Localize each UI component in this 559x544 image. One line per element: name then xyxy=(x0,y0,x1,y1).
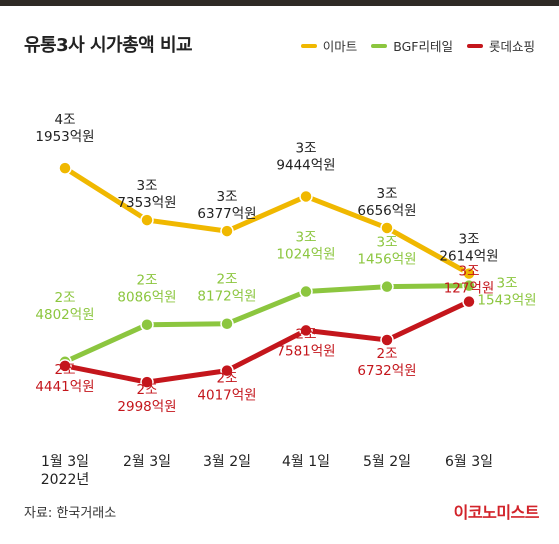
data-point-bgf-3 xyxy=(220,316,234,331)
data-point-lotte-2 xyxy=(140,375,154,389)
source-note: 자료: 한국거래소 xyxy=(24,506,117,521)
chart-title: 유통3사 시가총액 비교 xyxy=(24,35,193,56)
x-tick-label-5: 5월 2일 xyxy=(363,454,411,470)
data-label-bgf-5-eok: 1456억원 xyxy=(357,252,416,268)
data-label-lotte-1-eok: 4441억원 xyxy=(35,379,94,395)
x-tick-label-6: 6월 3일 xyxy=(445,454,493,470)
legend-label-emart: 이마트 xyxy=(322,39,358,54)
data-point-lotte-3 xyxy=(220,363,234,378)
data-label-lotte-6-eok: 127억원 xyxy=(444,281,495,297)
x-tick-label-1: 1월 3일 xyxy=(41,454,89,470)
data-point-bgf-4 xyxy=(299,284,313,299)
data-label-emart-2-eok: 7353억원 xyxy=(117,195,176,211)
data-label-lotte-4-jo: 2조 xyxy=(295,326,316,342)
legend-swatch-emart xyxy=(300,43,317,48)
brand-logo: 이코노미스트 xyxy=(453,503,540,522)
data-point-lotte-1 xyxy=(58,359,72,373)
data-point-emart-1 xyxy=(58,161,72,175)
data-label-lotte-6-jo: 3조 xyxy=(458,264,479,280)
data-label-bgf-3-eok: 8172억원 xyxy=(197,289,256,305)
data-label-lotte-5-jo: 2조 xyxy=(376,346,397,362)
data-label-lotte-3-jo: 2조 xyxy=(216,371,237,387)
data-label-emart-4-eok: 9444억원 xyxy=(276,157,335,173)
data-label-emart-5-jo: 3조 xyxy=(376,186,397,202)
legend-item-emart: 이마트 xyxy=(300,36,358,55)
data-point-bgf-5 xyxy=(380,279,394,294)
data-point-bgf-2 xyxy=(140,317,154,332)
data-label-lotte-5-eok: 6732억원 xyxy=(357,363,416,379)
data-label-emart-5-eok: 6656억원 xyxy=(357,203,416,219)
data-label-lotte-1-jo: 2조 xyxy=(54,362,75,378)
data-label-bgf-2-jo: 2조 xyxy=(136,273,157,289)
data-label-lotte-3-eok: 4017억원 xyxy=(197,388,256,404)
data-label-emart-1-eok: 1953억원 xyxy=(35,129,94,145)
data-label-bgf-3-jo: 2조 xyxy=(216,272,237,288)
series-line-emart xyxy=(62,165,472,277)
data-label-emart-1-jo: 4조 xyxy=(54,112,75,128)
legend-item-bgf: BGF리테일 xyxy=(371,36,453,55)
legend-item-lotte: 롯데쇼핑 xyxy=(466,36,535,55)
legend-label-bgf: BGF리테일 xyxy=(393,39,453,54)
data-label-bgf-6-eok: 1543억원 xyxy=(477,293,536,309)
data-point-emart-4 xyxy=(299,189,313,204)
data-label-bgf-4-eok: 1024억원 xyxy=(276,247,335,263)
data-label-emart-4-jo: 3조 xyxy=(295,140,316,156)
data-label-emart-3-eok: 6377억원 xyxy=(197,206,256,222)
data-point-emart-5 xyxy=(380,221,394,235)
data-label-lotte-4-eok: 7581억원 xyxy=(276,343,335,359)
data-point-lotte-5 xyxy=(380,333,394,347)
x-tick-label-2: 2월 3일 xyxy=(123,454,171,470)
legend-label-lotte: 롯데쇼핑 xyxy=(488,39,535,54)
data-label-bgf-1-eok: 4802억원 xyxy=(35,307,94,323)
top-bar xyxy=(0,0,559,6)
series-line-bgf xyxy=(62,283,472,365)
legend-swatch-lotte xyxy=(466,43,483,48)
data-point-bgf-6 xyxy=(462,278,476,293)
data-point-lotte-6 xyxy=(462,294,476,309)
data-label-lotte-2-eok: 2998억원 xyxy=(117,399,176,415)
data-point-emart-3 xyxy=(220,224,234,238)
data-point-lotte-4 xyxy=(299,323,313,338)
data-label-emart-2-jo: 3조 xyxy=(136,178,157,194)
x-tick-year: 2022년 xyxy=(41,472,90,488)
data-label-emart-3-jo: 3조 xyxy=(216,189,237,205)
data-label-bgf-6-jo: 3조 xyxy=(496,276,517,292)
data-point-emart-2 xyxy=(140,213,154,227)
data-label-bgf-4-jo: 3조 xyxy=(295,230,316,246)
series-line-lotte xyxy=(62,299,472,385)
data-label-bgf-2-eok: 8086억원 xyxy=(117,290,176,306)
data-label-bgf-5-jo: 3조 xyxy=(376,235,397,251)
legend: 이마트 BGF리테일 롯데쇼핑 xyxy=(300,36,535,55)
x-tick-label-4: 4월 1일 xyxy=(282,454,330,470)
legend-swatch-bgf xyxy=(371,43,388,48)
data-label-bgf-1-jo: 2조 xyxy=(54,290,75,306)
data-label-emart-6-jo: 3조 xyxy=(458,232,479,248)
data-label-lotte-2-jo: 2조 xyxy=(136,382,157,398)
data-label-emart-6-eok: 2614억원 xyxy=(439,249,498,265)
x-tick-label-3: 3월 2일 xyxy=(203,454,251,470)
